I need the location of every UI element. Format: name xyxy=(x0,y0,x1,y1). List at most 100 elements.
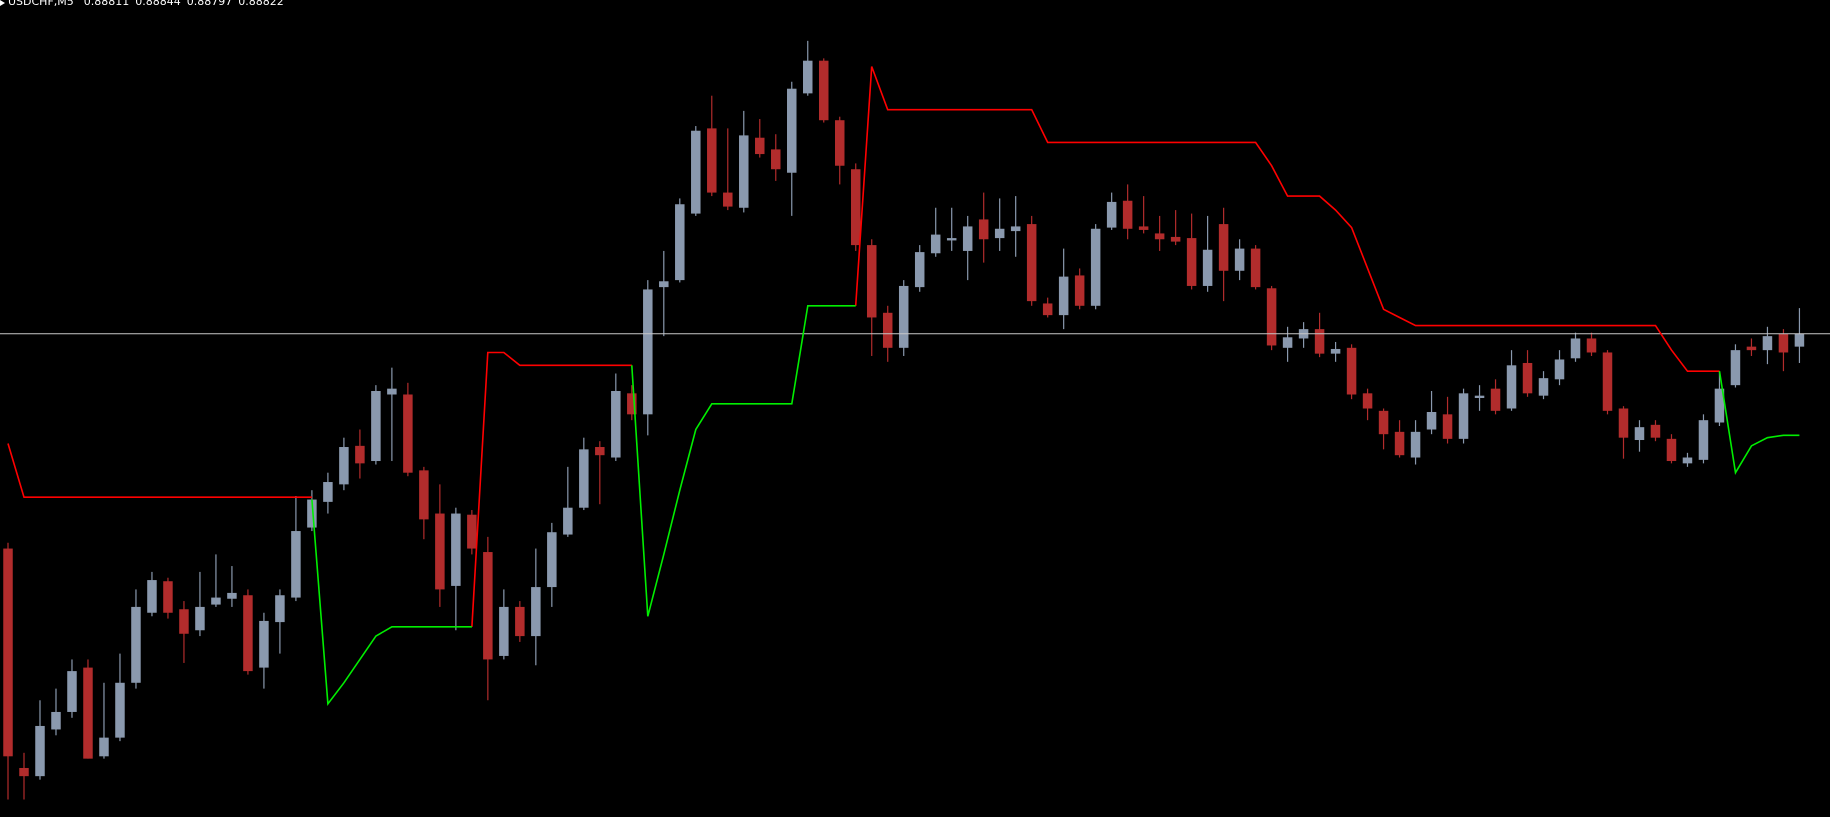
candle-body xyxy=(1202,249,1213,286)
candle-body xyxy=(1666,438,1677,462)
candle-body xyxy=(195,606,205,631)
candle-body xyxy=(1122,200,1133,229)
candle-body xyxy=(627,393,637,415)
header-value: 0.88822 xyxy=(238,0,284,8)
candle-body xyxy=(1282,337,1293,348)
candle-body xyxy=(483,552,493,660)
candle-body xyxy=(67,671,77,712)
candle-body xyxy=(1538,378,1549,396)
candle-body xyxy=(1570,338,1581,359)
indicator-line xyxy=(1718,371,1800,476)
candle-body xyxy=(659,281,669,288)
candle-body xyxy=(723,192,733,207)
candle-body xyxy=(1266,288,1277,346)
candle-body xyxy=(1442,414,1453,439)
candle-body xyxy=(1698,420,1709,460)
candle-body xyxy=(978,219,989,240)
indicator-line xyxy=(631,305,856,617)
candle-body xyxy=(866,245,877,318)
candle-body xyxy=(1762,336,1773,351)
candle-body xyxy=(563,507,573,535)
candle-body xyxy=(1634,427,1645,441)
indicator-line xyxy=(7,443,312,498)
candle-body xyxy=(211,597,221,605)
header-value: 0.88844 xyxy=(135,0,181,8)
candle-body xyxy=(451,513,461,586)
indicator-line xyxy=(471,351,632,627)
candle-body xyxy=(1778,333,1789,353)
candle-body xyxy=(531,587,541,637)
candle-body xyxy=(339,447,349,485)
candle-body xyxy=(1474,395,1485,398)
candle-body xyxy=(1010,226,1021,232)
candle-body xyxy=(307,499,317,528)
candle-body xyxy=(179,609,189,634)
candle-body xyxy=(83,667,93,759)
candle-body xyxy=(147,580,157,613)
candle-body xyxy=(387,388,397,395)
candle-body xyxy=(115,682,125,738)
candle-body xyxy=(946,238,957,241)
candle-body xyxy=(611,390,621,458)
candle-body xyxy=(898,285,909,348)
candle-body xyxy=(1714,388,1725,423)
candle-body xyxy=(515,606,525,637)
candle-body xyxy=(1794,333,1805,347)
candle-body xyxy=(51,711,61,730)
candle-body xyxy=(1554,359,1565,380)
indicator-line xyxy=(854,66,1720,372)
candle-body xyxy=(1042,303,1053,316)
candle-body xyxy=(1650,424,1661,438)
candle-body xyxy=(1138,226,1149,230)
candle-body xyxy=(435,513,445,590)
candle-body xyxy=(1074,275,1085,306)
candle-body xyxy=(787,88,797,173)
candle-body xyxy=(323,482,333,502)
candle-body xyxy=(1346,347,1357,395)
candle-body xyxy=(1506,365,1517,409)
candle-body xyxy=(1330,348,1341,354)
candle-body xyxy=(1586,338,1597,353)
candle-body xyxy=(1378,410,1389,435)
candle-body xyxy=(19,767,29,777)
candle-body xyxy=(371,390,381,462)
candle-body xyxy=(1218,224,1229,271)
candle-body xyxy=(1154,233,1165,240)
candle-body xyxy=(1026,224,1037,302)
candle-body xyxy=(755,137,765,155)
header-value: 0.88797 xyxy=(187,0,233,8)
candle-body xyxy=(1314,329,1325,354)
candle-body xyxy=(227,592,237,599)
candle-body xyxy=(1410,431,1421,458)
candle-body xyxy=(675,204,685,281)
symbol-icon xyxy=(0,0,5,6)
candle-body xyxy=(739,135,749,208)
candle-body xyxy=(882,312,893,348)
candle-body xyxy=(1458,393,1469,439)
candle-body xyxy=(1490,388,1501,411)
candle-body xyxy=(1394,431,1405,456)
candle-body xyxy=(850,169,861,246)
indicator-line xyxy=(311,499,472,706)
candle-body xyxy=(930,234,941,254)
candle-body xyxy=(1058,276,1069,316)
candle-body xyxy=(1250,248,1261,288)
candle-body xyxy=(1090,228,1101,306)
candle-body xyxy=(691,130,701,214)
candle-body xyxy=(499,606,509,656)
candle-body xyxy=(1522,362,1533,394)
candle-body xyxy=(914,252,925,288)
candle-body xyxy=(131,606,141,683)
candle-body xyxy=(291,531,301,598)
candle-body xyxy=(1362,393,1373,409)
candle-body xyxy=(35,725,45,777)
candle-body xyxy=(419,470,429,520)
candle-body xyxy=(707,128,717,193)
candle-body xyxy=(579,449,589,508)
candle-body xyxy=(595,447,605,456)
candle-body xyxy=(962,226,973,251)
candle-body xyxy=(1426,412,1437,430)
